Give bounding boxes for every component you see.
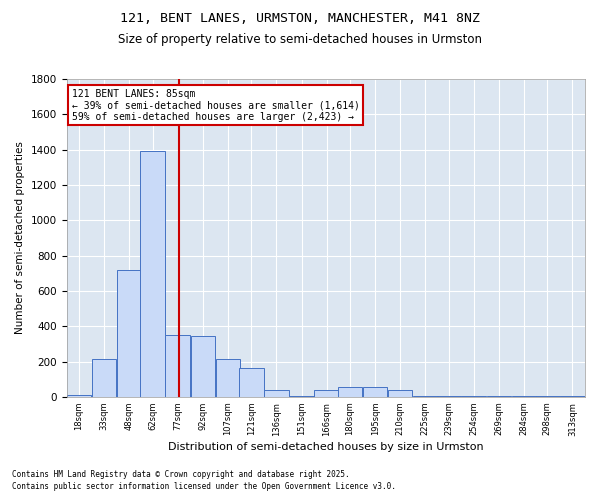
Bar: [363, 387, 388, 397]
Y-axis label: Number of semi-detached properties: Number of semi-detached properties: [15, 142, 25, 334]
Text: Size of property relative to semi-detached houses in Urmston: Size of property relative to semi-detach…: [118, 32, 482, 46]
Text: Contains HM Land Registry data © Crown copyright and database right 2025.: Contains HM Land Registry data © Crown c…: [12, 470, 350, 479]
Bar: [314, 390, 339, 397]
Bar: [487, 396, 511, 397]
Bar: [239, 368, 263, 397]
Bar: [535, 396, 560, 397]
Bar: [215, 359, 240, 397]
Bar: [388, 390, 412, 397]
Bar: [413, 396, 437, 397]
Bar: [436, 396, 461, 397]
Bar: [191, 336, 215, 397]
Bar: [264, 390, 289, 397]
Bar: [67, 395, 91, 397]
Bar: [92, 359, 116, 397]
X-axis label: Distribution of semi-detached houses by size in Urmston: Distribution of semi-detached houses by …: [168, 442, 484, 452]
Text: 121, BENT LANES, URMSTON, MANCHESTER, M41 8NZ: 121, BENT LANES, URMSTON, MANCHESTER, M4…: [120, 12, 480, 26]
Bar: [289, 396, 314, 397]
Bar: [338, 387, 362, 397]
Bar: [140, 152, 165, 397]
Bar: [117, 270, 142, 397]
Text: Contains public sector information licensed under the Open Government Licence v3: Contains public sector information licen…: [12, 482, 396, 491]
Bar: [512, 396, 536, 397]
Bar: [461, 396, 486, 397]
Text: 121 BENT LANES: 85sqm
← 39% of semi-detached houses are smaller (1,614)
59% of s: 121 BENT LANES: 85sqm ← 39% of semi-deta…: [72, 88, 359, 122]
Bar: [560, 396, 585, 397]
Bar: [166, 335, 190, 397]
